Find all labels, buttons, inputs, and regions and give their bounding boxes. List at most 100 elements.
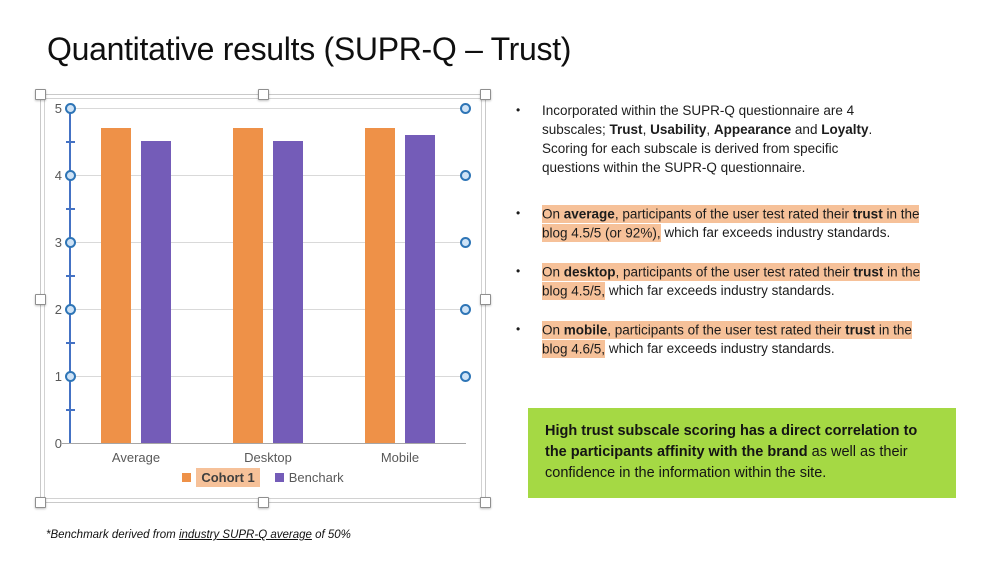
text-segment: , participants of the user test rated th… [607, 320, 846, 339]
bar-cohort-1[interactable] [101, 128, 131, 443]
text-segment: Scoring for each subscale is derived fro… [542, 141, 839, 156]
selection-handle-top-right[interactable] [480, 89, 491, 100]
text-segment: , participants of the user test rated th… [614, 204, 853, 223]
legend-item[interactable]: Cohort 1 [182, 468, 260, 487]
text-segment: which far exceeds industry standards. [660, 225, 891, 240]
bullet-text: On desktop, participants of the user tes… [542, 262, 994, 300]
text-segment: trust [853, 262, 884, 281]
text-segment: On [542, 262, 564, 281]
text-segment: On [542, 320, 564, 339]
selection-handle-bottom-right[interactable] [480, 497, 491, 508]
text-segment: *Benchmark derived from [46, 529, 179, 541]
y-axis-tick-label: 5 [54, 101, 62, 116]
gridline-endpoint-handle[interactable] [65, 169, 76, 181]
text-segment: , [706, 122, 714, 137]
gridline[interactable] [70, 241, 466, 243]
bullet-item-mobile: • On mobile, participants of the user te… [516, 320, 994, 358]
text-segment: , participants of the user test rated th… [615, 262, 854, 281]
bar-cohort-1[interactable] [233, 128, 263, 443]
bar-benchark[interactable] [273, 141, 303, 443]
selection-handle-bottom-left[interactable] [35, 497, 46, 508]
text-segment: High trust subscale scoring has a direct… [545, 423, 918, 439]
gridline-endpoint-handle[interactable] [65, 303, 76, 315]
bullet-item-subscales: • Incorporated within the SUPR-Q questio… [516, 101, 994, 177]
text-segment: Trust [609, 122, 643, 137]
text-segment: blog 4.6/5, [542, 339, 606, 358]
text-segment: Appearance [713, 122, 792, 137]
text-segment: trust [852, 204, 883, 223]
bullet-item-desktop: • On desktop, participants of the user t… [516, 262, 994, 300]
text-segment: . [868, 122, 873, 137]
text-segment: the participants affinity with the brand [545, 444, 808, 460]
gridline-endpoint-handle[interactable] [460, 370, 471, 382]
text-segment: in the [875, 320, 912, 339]
y-axis-tick-label: 2 [54, 302, 62, 317]
legend-item[interactable]: Benchark [274, 470, 344, 485]
legend-label: Benchark [288, 470, 344, 485]
gridline-endpoint-handle[interactable] [460, 102, 471, 114]
text-segment: in the [882, 204, 920, 223]
bullet-marker: • [516, 206, 521, 220]
bar-group [202, 108, 334, 443]
selection-handle-top-left[interactable] [35, 89, 46, 100]
bar-group [70, 108, 202, 443]
bullet-item-average: • On average, participants of the user t… [516, 204, 994, 242]
text-segment: Usability [650, 122, 707, 137]
text-segment: as well as their [807, 444, 908, 460]
bullet-text: Incorporated within the SUPR-Q questionn… [542, 101, 994, 177]
text-segment: questions within the SUPR-Q questionnair… [542, 160, 806, 175]
text-segment: which far exceeds industry standards. [605, 341, 835, 356]
x-axis-category-label: Desktop [244, 450, 292, 465]
y-axis-tick-label: 1 [54, 369, 62, 384]
y-axis-tick-label: 0 [54, 436, 62, 451]
selection-handle-middle-right[interactable] [480, 293, 491, 305]
y-axis-line[interactable] [69, 108, 71, 443]
text-segment: desktop [563, 262, 616, 281]
bar-chart[interactable]: 0 1 2 3 4 5 Average Desktop Mobile Cohort 1 Bench… [35, 89, 491, 508]
gridline[interactable] [70, 107, 466, 109]
gridline-endpoint-handle[interactable] [460, 236, 471, 248]
selection-handle-top-center[interactable] [258, 89, 269, 100]
text-segment: confidence in the information within the… [545, 465, 827, 481]
bar-cohort-1[interactable] [365, 128, 395, 443]
bullet-text: On mobile, participants of the user test… [542, 320, 994, 358]
bar-benchark[interactable] [141, 141, 171, 443]
bullet-marker: • [516, 264, 521, 278]
gridline-endpoint-handle[interactable] [65, 236, 76, 248]
gridline-endpoint-handle[interactable] [65, 102, 76, 114]
page-title: Quantitative results (SUPR-Q – Trust) [47, 31, 572, 67]
footnote: *Benchmark derived from industry SUPR-Q … [46, 529, 351, 541]
bar-group [334, 108, 466, 443]
gridline[interactable] [70, 308, 466, 310]
text-segment: Loyalty [821, 122, 869, 137]
y-axis-tick-label: 3 [54, 235, 62, 250]
bullet-list[interactable]: • Incorporated within the SUPR-Q questio… [516, 101, 994, 378]
gridline[interactable] [70, 375, 466, 377]
x-axis-category-label: Mobile [380, 450, 420, 465]
gridline-endpoint-handle[interactable] [460, 169, 471, 181]
selection-handle-middle-left[interactable] [35, 293, 46, 305]
text-segment: average [563, 204, 615, 223]
gridline-endpoint-handle[interactable] [65, 370, 76, 382]
text-segment: in the [883, 262, 921, 281]
text-segment: which far exceeds industry standards. [605, 283, 835, 298]
bar-benchark[interactable] [405, 135, 435, 443]
text-segment: industry SUPR-Q average [178, 529, 312, 541]
legend-swatch-icon [274, 473, 284, 482]
text-segment: and [791, 122, 822, 137]
x-axis-line [62, 443, 466, 444]
gridline[interactable] [70, 174, 466, 176]
text-segment: blog 4.5/5, [542, 281, 606, 300]
plot-area[interactable]: 0 1 2 3 4 5 Average Desktop Mobile [55, 101, 471, 465]
bullet-marker: • [516, 322, 521, 336]
selection-handle-bottom-center[interactable] [258, 497, 269, 508]
text-segment: , [642, 122, 651, 137]
gridline-endpoint-handle[interactable] [460, 303, 471, 315]
legend-swatch-icon [182, 473, 192, 482]
text-segment: mobile [563, 320, 608, 339]
text-segment: subscales; [542, 122, 610, 137]
y-axis-tick-label: 4 [54, 168, 62, 183]
text-segment: blog 4.5/5 (or 92%), [542, 223, 661, 242]
bullet-marker: • [516, 103, 521, 117]
callout-box[interactable]: High trust subscale scoring has a direct… [528, 408, 956, 498]
